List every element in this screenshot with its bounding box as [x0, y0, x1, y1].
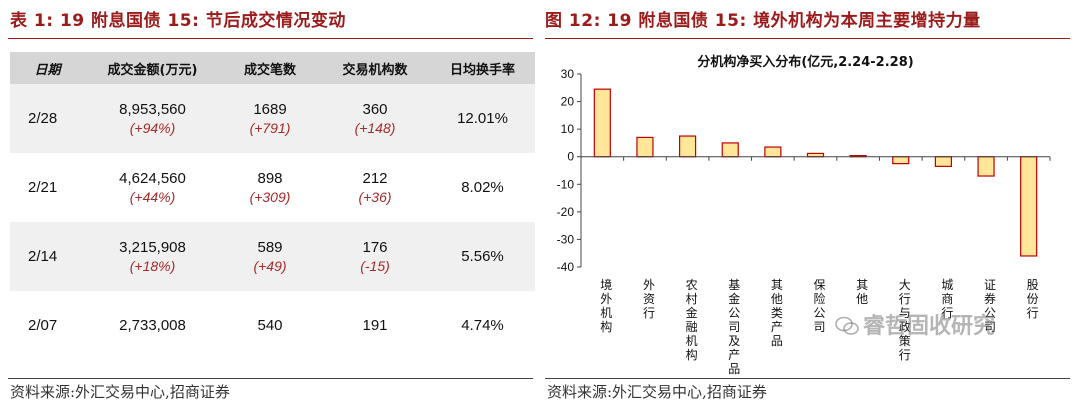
cell-trades: 540	[220, 291, 320, 360]
bottom-divider	[8, 378, 533, 379]
wechat-icon	[835, 316, 859, 336]
header-turnover: 日均换手率	[430, 52, 535, 84]
category-label: 证券公司	[984, 278, 996, 334]
bar	[764, 146, 782, 158]
category-label: 大行与政策行	[899, 278, 911, 362]
cell-institutions: 191	[320, 291, 430, 360]
cell-turnover: 8.02%	[461, 179, 504, 196]
trades-change: (+791)	[249, 119, 291, 136]
institutions-change: (+36)	[358, 188, 392, 205]
category-label: 城商行	[941, 278, 953, 320]
header-amount: 成交金额(万元)	[85, 52, 220, 84]
cell-institutions: 176 (-15)	[320, 222, 430, 291]
cell-amount: 3,215,908 (+18%)	[85, 222, 220, 291]
bar	[892, 156, 910, 165]
amount-value: 3,215,908	[119, 238, 186, 256]
y-tick-label: -40	[557, 260, 575, 274]
amount-change: (+18%)	[129, 257, 176, 274]
amount-value: 2,733,008	[119, 317, 186, 334]
trades-value: 1689	[253, 100, 287, 118]
bar	[977, 156, 995, 177]
title-divider	[8, 38, 533, 39]
chart-title: 分机构净买入分布(亿元,2.24-2.28)	[697, 54, 913, 70]
trading-table: 日期 成交金额(万元) 成交笔数 交易机构数 日均换手率 2/28 8,953,…	[10, 52, 535, 360]
bar	[934, 156, 953, 167]
cell-date: 2/14	[10, 222, 85, 291]
cell-turnover: 5.56%	[430, 222, 535, 291]
header-institutions: 交易机构数	[320, 52, 430, 84]
cell-date: 2/07	[28, 317, 58, 334]
figure-title: 图 12: 19 附息国债 15: 境外机构为本周主要增持力量	[545, 11, 981, 31]
category-label: 基金公司及产品	[728, 278, 740, 376]
y-tick-label: 0	[567, 150, 574, 164]
y-tick-label: -10	[557, 177, 575, 191]
y-tick-label: -20	[557, 205, 575, 219]
cell-amount: 4,624,560 (+44%)	[85, 153, 220, 222]
institutions-change: (+148)	[354, 119, 396, 136]
bar	[678, 135, 697, 158]
category-label: 股份行	[1027, 278, 1039, 320]
cell-trades: 1689 (+791)	[220, 84, 320, 153]
right-panel: 图 12: 19 附息国债 15: 境外机构为本周主要增持力量 分机构净买入分布…	[545, 0, 1080, 410]
bar	[1020, 156, 1038, 257]
cell-institutions: 212 (+36)	[320, 153, 430, 222]
header-date: 日期	[10, 52, 85, 84]
y-tick-label: -30	[557, 232, 575, 246]
bar	[636, 136, 654, 158]
category-label: 农村金融机构	[686, 278, 698, 362]
amount-change: (+94%)	[129, 119, 176, 136]
category-label: 境外机构	[600, 277, 612, 334]
bottom-divider	[545, 378, 1070, 379]
bar	[593, 88, 611, 158]
amount-value: 8,953,560	[119, 100, 186, 118]
watermark-text: 睿哲固收研究	[863, 314, 996, 339]
institutions-value: 212	[362, 169, 388, 187]
trades-change: (+309)	[249, 188, 291, 205]
title-divider	[545, 38, 1070, 39]
table-row: 2/14 3,215,908 (+18%) 589 (+49) 176 (-15) 5…	[10, 222, 535, 291]
cell-turnover: 12.01%	[430, 84, 535, 153]
institutions-change: (-15)	[360, 257, 390, 274]
left-panel: 表 1: 19 附息国债 15: 节后成交情况变动 日期 成交金额(万元) 成交…	[0, 0, 535, 410]
category-label: 外资行	[643, 278, 655, 320]
amount-value: 4,624,560	[119, 169, 186, 187]
table-title: 表 1: 19 附息国债 15: 节后成交情况变动	[10, 11, 346, 31]
trades-value: 898	[257, 169, 283, 187]
cell-trades: 589 (+49)	[220, 222, 320, 291]
bar	[721, 142, 739, 158]
institutions-value: 176	[362, 238, 388, 256]
table-row: 2/07 2,733,008 540 191 4.74%	[10, 291, 535, 360]
institutions-value: 191	[362, 317, 388, 334]
header-trades: 成交笔数	[220, 52, 320, 84]
cell-institutions: 360 (+148)	[320, 84, 430, 153]
y-tick-label: 20	[561, 95, 575, 109]
trades-value: 589	[257, 238, 283, 256]
trades-value: 540	[257, 317, 283, 334]
category-label: 其他	[856, 278, 868, 306]
category-label: 保险公司	[813, 278, 825, 334]
cell-turnover: 4.74%	[461, 317, 504, 334]
table-row: 2/21 4,624,560 (+44%) 898 (+309) 212 (+36) …	[10, 153, 535, 222]
cell-amount: 8,953,560 (+94%)	[85, 84, 220, 153]
y-tick-label: 10	[561, 122, 575, 136]
net-purchase-bar-chart: 分机构净买入分布(亿元,2.24-2.28) 30 20 10 0 -10 -20 -30 -4…	[557, 54, 1051, 376]
cell-amount: 2,733,008	[85, 291, 220, 360]
category-label: 其他类产品	[771, 278, 783, 348]
cell-trades: 898 (+309)	[220, 153, 320, 222]
trades-change: (+49)	[253, 257, 287, 274]
institutions-value: 360	[362, 100, 388, 118]
source-note: 资料来源:外汇交易中心,招商证券	[10, 383, 230, 401]
table-row: 2/28 8,953,560 (+94%) 1689 (+791) 360 (+148…	[10, 84, 535, 153]
y-tick-label: 30	[561, 67, 575, 81]
cell-date: 2/28	[10, 84, 85, 153]
table-header-row: 日期 成交金额(万元) 成交笔数 交易机构数 日均换手率	[10, 52, 535, 84]
source-note: 资料来源:外汇交易中心,招商证券	[547, 383, 767, 401]
watermark: 睿哲固收研究	[835, 308, 995, 340]
amount-change: (+44%)	[129, 188, 176, 205]
cell-date: 2/21	[28, 179, 58, 196]
